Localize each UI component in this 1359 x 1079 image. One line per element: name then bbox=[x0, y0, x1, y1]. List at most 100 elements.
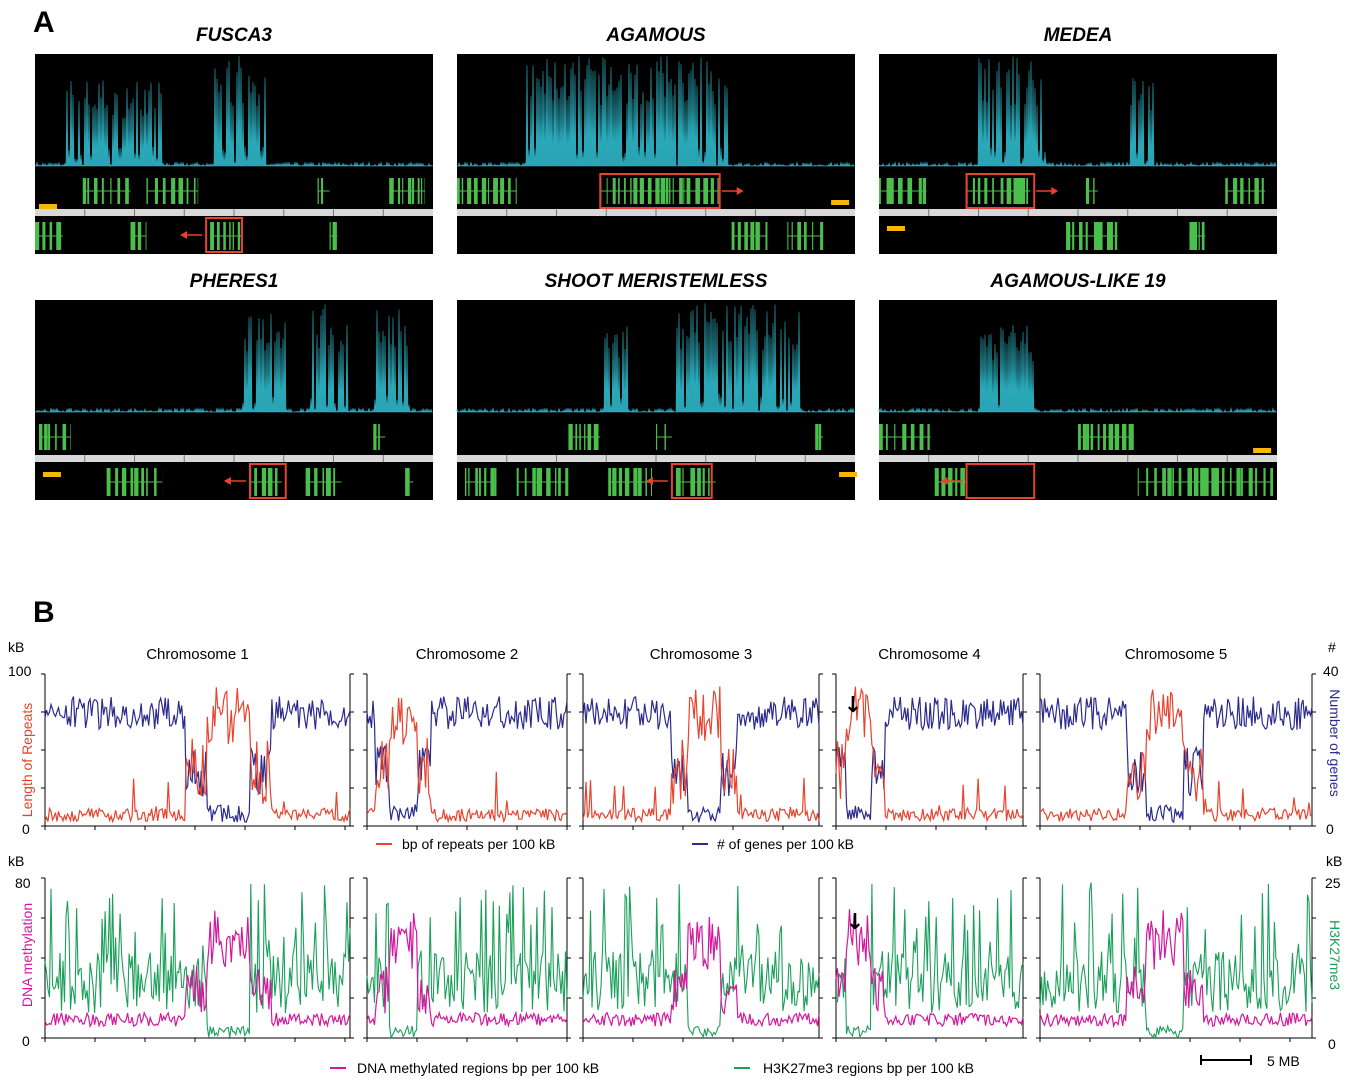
top-right-min: 0 bbox=[1326, 821, 1334, 837]
gene-exon bbox=[56, 222, 62, 250]
browser-panel: SHOOT MERISTEMLESS bbox=[456, 271, 858, 500]
gene-exon bbox=[1248, 178, 1251, 204]
gene-exon bbox=[373, 424, 377, 450]
gene-exon bbox=[1192, 222, 1198, 250]
gene-exon bbox=[146, 468, 148, 496]
signal-track bbox=[456, 56, 855, 168]
repeats-series-line bbox=[44, 687, 351, 824]
gene-exon bbox=[804, 222, 807, 250]
gene-exon bbox=[48, 424, 51, 450]
gene-exon bbox=[1263, 468, 1266, 496]
gene-exon bbox=[229, 222, 231, 250]
direction-arrowhead bbox=[645, 477, 653, 485]
gene-exon bbox=[314, 468, 318, 496]
gene-exon bbox=[1225, 178, 1228, 204]
top-right-max: 40 bbox=[1323, 663, 1339, 679]
gene-exon bbox=[558, 468, 561, 496]
gene-exon bbox=[464, 468, 467, 496]
browser-background bbox=[879, 300, 1277, 500]
gene-exon bbox=[532, 468, 536, 496]
bottom-left-max: 80 bbox=[15, 875, 31, 891]
gene-exon bbox=[1240, 178, 1244, 204]
gene-exon bbox=[1172, 468, 1174, 496]
gene-exon bbox=[1229, 468, 1232, 496]
gene-exon bbox=[972, 178, 975, 204]
gene-exon bbox=[984, 178, 988, 204]
gene-exon bbox=[886, 424, 888, 450]
gene-exon bbox=[407, 178, 412, 204]
annotation-arrow: ↓ bbox=[844, 693, 862, 718]
gene-exon bbox=[130, 222, 136, 250]
gene-exon bbox=[178, 178, 184, 204]
gene-exon bbox=[886, 178, 891, 204]
gene-exon bbox=[1236, 468, 1241, 496]
gene-exon bbox=[1098, 222, 1103, 250]
gene-exon bbox=[1066, 222, 1071, 250]
gene-exon bbox=[417, 178, 420, 204]
gene-exon bbox=[618, 178, 620, 204]
gene-exon bbox=[927, 424, 930, 450]
bottom-left-unit: kB bbox=[8, 853, 24, 869]
gene-exon bbox=[223, 222, 226, 250]
gene-exon bbox=[468, 468, 470, 496]
gene-exon bbox=[475, 468, 478, 496]
highlight-box bbox=[965, 463, 1036, 499]
gene-exon bbox=[145, 222, 147, 250]
genes-series-line bbox=[1039, 696, 1313, 824]
highlight-box bbox=[248, 463, 287, 499]
genes-series-line bbox=[44, 696, 351, 823]
gene-exon bbox=[130, 468, 134, 496]
browser-background bbox=[35, 300, 433, 500]
gene-exon bbox=[516, 468, 519, 496]
gene-exon bbox=[87, 178, 90, 204]
gene-exon bbox=[467, 178, 472, 204]
gene-exon bbox=[490, 468, 495, 496]
gene-exon bbox=[815, 424, 819, 450]
gene-exon bbox=[539, 468, 542, 496]
top-left-min: 0 bbox=[22, 821, 30, 837]
gene-exon bbox=[1270, 468, 1274, 496]
gene-exon bbox=[93, 178, 98, 204]
gene-exon bbox=[1114, 222, 1118, 250]
methylation-series-line bbox=[366, 912, 568, 1028]
gene-exon bbox=[922, 178, 927, 204]
chromosome-title: Chromosome 4 bbox=[878, 646, 981, 663]
gene-exon bbox=[1097, 424, 1100, 450]
gene-exon bbox=[1178, 468, 1182, 496]
gene-exon bbox=[675, 468, 681, 496]
gene-exon bbox=[765, 222, 768, 250]
gene-exon bbox=[710, 178, 714, 204]
gene-exon bbox=[637, 468, 642, 496]
gene-exon bbox=[261, 468, 267, 496]
gene-exon bbox=[1201, 222, 1205, 250]
browser-scale-bar bbox=[42, 472, 61, 477]
gene-exon bbox=[154, 468, 157, 496]
gene-exon bbox=[1167, 468, 1172, 496]
gene-exon bbox=[121, 468, 127, 496]
methylation-series-line bbox=[1039, 910, 1313, 1029]
gene-exon bbox=[35, 222, 40, 250]
gene-exon bbox=[992, 178, 994, 204]
gene-exon bbox=[42, 222, 46, 250]
gene-title: FUSCA3 bbox=[196, 25, 272, 46]
gene-exon bbox=[624, 178, 626, 204]
gene-exon bbox=[584, 424, 586, 450]
gene-exon bbox=[555, 468, 557, 496]
gene-exon bbox=[587, 424, 592, 450]
legend-h3k27me3-label: H3K27me3 regions bp per 100 kB bbox=[763, 1060, 974, 1076]
gene-exon bbox=[237, 222, 241, 250]
gene-exon bbox=[1085, 178, 1090, 204]
gene-exon bbox=[515, 178, 517, 204]
chromosome-plot: Chromosome 5 bbox=[1036, 646, 1316, 1042]
gene-exon bbox=[820, 222, 824, 250]
gene-exon bbox=[478, 468, 481, 496]
top-right-unit: # bbox=[1328, 639, 1336, 655]
gene-exon bbox=[536, 468, 541, 496]
gene-exon bbox=[672, 178, 674, 204]
gene-exon bbox=[274, 468, 278, 496]
h3k27me3-series-line bbox=[1039, 882, 1313, 1040]
gene-exon bbox=[1094, 222, 1099, 250]
gene-exon bbox=[232, 222, 234, 250]
gene-exon bbox=[484, 468, 487, 496]
legend-genes-label: # of genes per 100 kB bbox=[717, 836, 854, 852]
